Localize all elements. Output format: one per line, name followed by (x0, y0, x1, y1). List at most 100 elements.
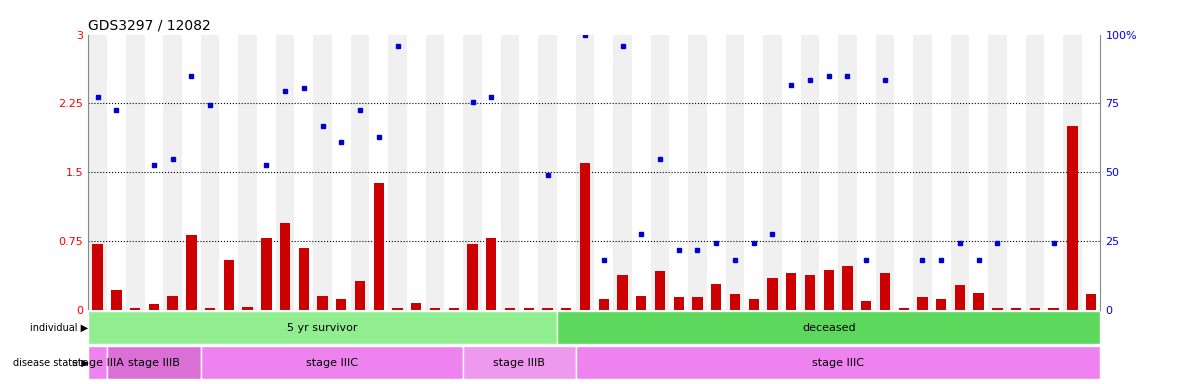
Bar (862, 301, 871, 310)
Bar (201, 35, 219, 310)
Bar (898, 308, 909, 310)
Bar (219, 35, 238, 310)
Bar (1049, 308, 1059, 310)
Bar (599, 299, 609, 310)
Bar (1030, 308, 1040, 310)
Bar (93, 244, 102, 310)
Bar (654, 271, 665, 310)
Bar (973, 293, 984, 310)
Bar (879, 273, 890, 310)
Bar (318, 296, 327, 310)
Bar (876, 35, 895, 310)
Bar (164, 35, 182, 310)
Bar (148, 304, 159, 310)
Bar (618, 275, 627, 310)
Bar (857, 35, 876, 310)
Bar (500, 35, 519, 310)
Bar (725, 35, 744, 310)
Bar (186, 235, 197, 310)
Bar (819, 35, 838, 310)
Bar (673, 297, 684, 310)
Bar (838, 35, 857, 310)
Text: stage IIIB: stage IIIB (493, 358, 545, 367)
Bar (576, 346, 1100, 379)
Bar (524, 308, 534, 310)
Bar (580, 163, 590, 310)
Bar (689, 35, 707, 310)
Bar (805, 275, 816, 310)
Bar (107, 35, 126, 310)
Bar (913, 35, 932, 310)
Bar (711, 284, 722, 310)
Bar (481, 35, 500, 310)
Bar (651, 35, 670, 310)
Bar (167, 296, 178, 310)
Bar (411, 303, 421, 310)
Bar (744, 35, 763, 310)
Bar (707, 35, 725, 310)
Bar (670, 35, 689, 310)
Bar (692, 297, 703, 310)
Bar (543, 308, 553, 310)
Bar (426, 35, 445, 310)
Bar (238, 35, 257, 310)
Bar (557, 35, 576, 310)
Text: stage IIIB: stage IIIB (128, 358, 180, 367)
Bar (299, 248, 310, 310)
Bar (392, 308, 403, 310)
Bar (448, 308, 459, 310)
Bar (561, 308, 571, 310)
Bar (1006, 35, 1025, 310)
Text: stage IIIC: stage IIIC (812, 358, 864, 367)
Bar (782, 35, 800, 310)
Bar (430, 308, 440, 310)
Bar (464, 346, 576, 379)
Text: GDS3297 / 12082: GDS3297 / 12082 (88, 18, 211, 32)
Text: stage IIIA: stage IIIA (72, 358, 124, 367)
Bar (951, 35, 970, 310)
Bar (824, 270, 833, 310)
Bar (763, 35, 782, 310)
Bar (557, 311, 1100, 344)
Bar (445, 35, 464, 310)
Bar (988, 35, 1006, 310)
Bar (407, 35, 426, 310)
Bar (786, 273, 797, 310)
Bar (224, 260, 234, 310)
Bar (182, 35, 201, 310)
Bar (730, 295, 740, 310)
Bar (632, 35, 651, 310)
Bar (257, 35, 275, 310)
Text: stage IIIC: stage IIIC (306, 358, 358, 367)
Bar (370, 35, 388, 310)
Bar (936, 299, 946, 310)
Bar (129, 308, 140, 310)
Bar (895, 35, 913, 310)
Bar (800, 35, 819, 310)
Bar (242, 307, 253, 310)
Bar (313, 35, 332, 310)
Bar (1025, 35, 1044, 310)
Bar (332, 35, 351, 310)
Bar (505, 308, 516, 310)
Bar (201, 346, 464, 379)
Bar (107, 346, 201, 379)
Bar (486, 238, 497, 310)
Bar (355, 281, 365, 310)
Bar (970, 35, 988, 310)
Bar (1086, 295, 1096, 310)
Bar (749, 299, 759, 310)
Bar (955, 285, 965, 310)
Bar (145, 35, 164, 310)
Bar (275, 35, 294, 310)
Bar (1044, 35, 1063, 310)
Bar (1068, 126, 1077, 310)
Text: individual ▶: individual ▶ (31, 323, 88, 333)
Text: deceased: deceased (802, 323, 856, 333)
Bar (519, 35, 538, 310)
Bar (351, 35, 370, 310)
Bar (294, 35, 313, 310)
Bar (613, 35, 632, 310)
Bar (88, 311, 557, 344)
Bar (1082, 35, 1100, 310)
